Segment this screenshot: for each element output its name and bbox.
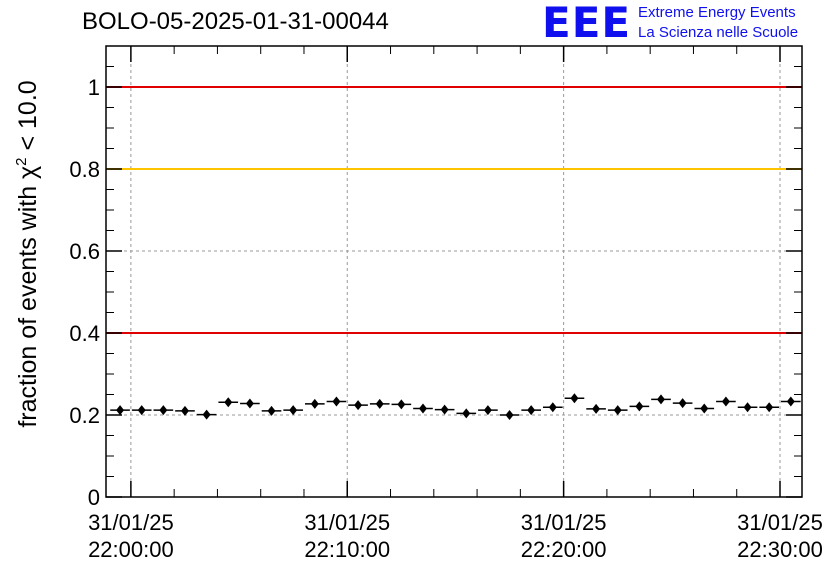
logo-text-line1: Extreme Energy Events [638, 4, 796, 21]
plot-frame-rect [105, 45, 803, 498]
point-marker [548, 402, 557, 413]
data-point [456, 408, 477, 419]
y-axis-label-tail: < 10.0 [14, 80, 42, 157]
y-axis-label: fraction of events with χ2 < 10.0 [13, 80, 42, 427]
logo-text-line2: La Scienza nelle Scuole [638, 24, 799, 41]
point-marker [743, 402, 752, 413]
x-tick-date-label: 31/01/25 [88, 510, 174, 535]
data-point [499, 410, 520, 420]
point-marker [332, 396, 341, 407]
point-marker [700, 403, 709, 414]
data-point [629, 401, 650, 412]
data-point [131, 405, 152, 416]
point-marker [678, 398, 687, 409]
point-marker [765, 402, 774, 413]
x-axis: 31/01/2522:00:0031/01/2522:10:0031/01/25… [88, 46, 823, 562]
data-point [283, 405, 303, 416]
x-tick-date-label: 31/01/25 [737, 510, 823, 535]
data-point [218, 397, 239, 408]
data-point [759, 402, 780, 413]
point-marker [180, 405, 189, 416]
point-marker [267, 405, 276, 416]
data-point [651, 394, 671, 405]
point-marker [462, 408, 471, 419]
y-tick-label: 0 [88, 485, 100, 510]
data-point [240, 398, 260, 409]
data-point [716, 396, 736, 407]
data-points [110, 393, 801, 420]
data-point [110, 405, 130, 416]
y-tick-label: 0.4 [69, 321, 100, 346]
grid-layer [106, 46, 802, 497]
point-marker [159, 405, 168, 416]
y-axis-label-base: fraction of events with [14, 179, 42, 428]
point-marker [137, 405, 146, 416]
y-axis-label-superscript: 2 [13, 157, 30, 165]
y-tick-label: 0.6 [69, 239, 100, 264]
data-point [153, 405, 174, 416]
data-point [304, 398, 325, 409]
point-marker [245, 398, 254, 409]
point-marker [440, 404, 449, 415]
point-marker [786, 396, 795, 407]
plot-frame [105, 45, 803, 498]
point-marker [310, 398, 319, 409]
x-tick-time-label: 22:20:00 [521, 537, 607, 562]
x-tick-date-label: 31/01/25 [304, 510, 390, 535]
data-point [672, 398, 693, 409]
y-tick-label: 0.8 [69, 157, 100, 182]
data-point [478, 405, 498, 416]
point-marker [224, 397, 233, 408]
x-tick-date-label: 31/01/25 [521, 510, 607, 535]
data-point [434, 404, 455, 415]
reference-lines [106, 86, 802, 334]
data-point [542, 402, 563, 413]
point-marker [418, 403, 427, 414]
x-tick-time-label: 22:30:00 [737, 537, 823, 562]
point-marker [505, 410, 514, 420]
data-point [781, 396, 801, 407]
chart-title: BOLO-05-2025-01-31-00044 [82, 8, 389, 35]
data-point [326, 396, 347, 407]
data-point [521, 405, 541, 416]
point-marker [570, 393, 579, 404]
point-marker [289, 405, 298, 416]
data-point [369, 398, 390, 409]
data-point [607, 405, 628, 416]
point-marker [592, 403, 601, 414]
data-point [175, 405, 195, 416]
eee-logo-mark: EEE [542, 0, 632, 47]
eee-logo: EEE Extreme Energy Events La Scienza nel… [542, 0, 832, 46]
point-marker [116, 405, 125, 416]
x-tick-time-label: 22:00:00 [88, 537, 174, 562]
data-point [348, 400, 368, 411]
point-marker [483, 405, 492, 416]
data-point [261, 405, 282, 416]
data-point [694, 403, 715, 414]
data-point [586, 403, 606, 414]
point-marker [635, 401, 644, 412]
y-axis-label-symbol: χ [14, 166, 42, 179]
point-marker [721, 396, 730, 407]
point-marker [397, 399, 406, 410]
data-point [196, 409, 217, 420]
x-tick-time-label: 22:10:00 [304, 537, 390, 562]
point-marker [354, 400, 363, 411]
y-tick-label: 1 [88, 75, 100, 100]
data-point [564, 393, 585, 404]
point-marker [613, 405, 622, 416]
point-marker [656, 394, 665, 405]
point-marker [527, 405, 536, 416]
data-point [391, 399, 412, 410]
point-marker [375, 398, 384, 409]
y-axis: 0 0.2 0.4 0.6 0.8 1 [69, 66, 802, 510]
point-marker [202, 409, 211, 420]
data-point [413, 403, 433, 414]
y-tick-label: 0.2 [69, 403, 100, 428]
data-point [737, 402, 758, 413]
